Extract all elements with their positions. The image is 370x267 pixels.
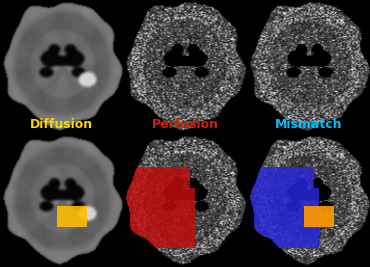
Text: Diffusion: Diffusion — [30, 118, 93, 131]
Text: Perfusion: Perfusion — [151, 118, 219, 131]
Text: Mismatch: Mismatch — [275, 118, 342, 131]
